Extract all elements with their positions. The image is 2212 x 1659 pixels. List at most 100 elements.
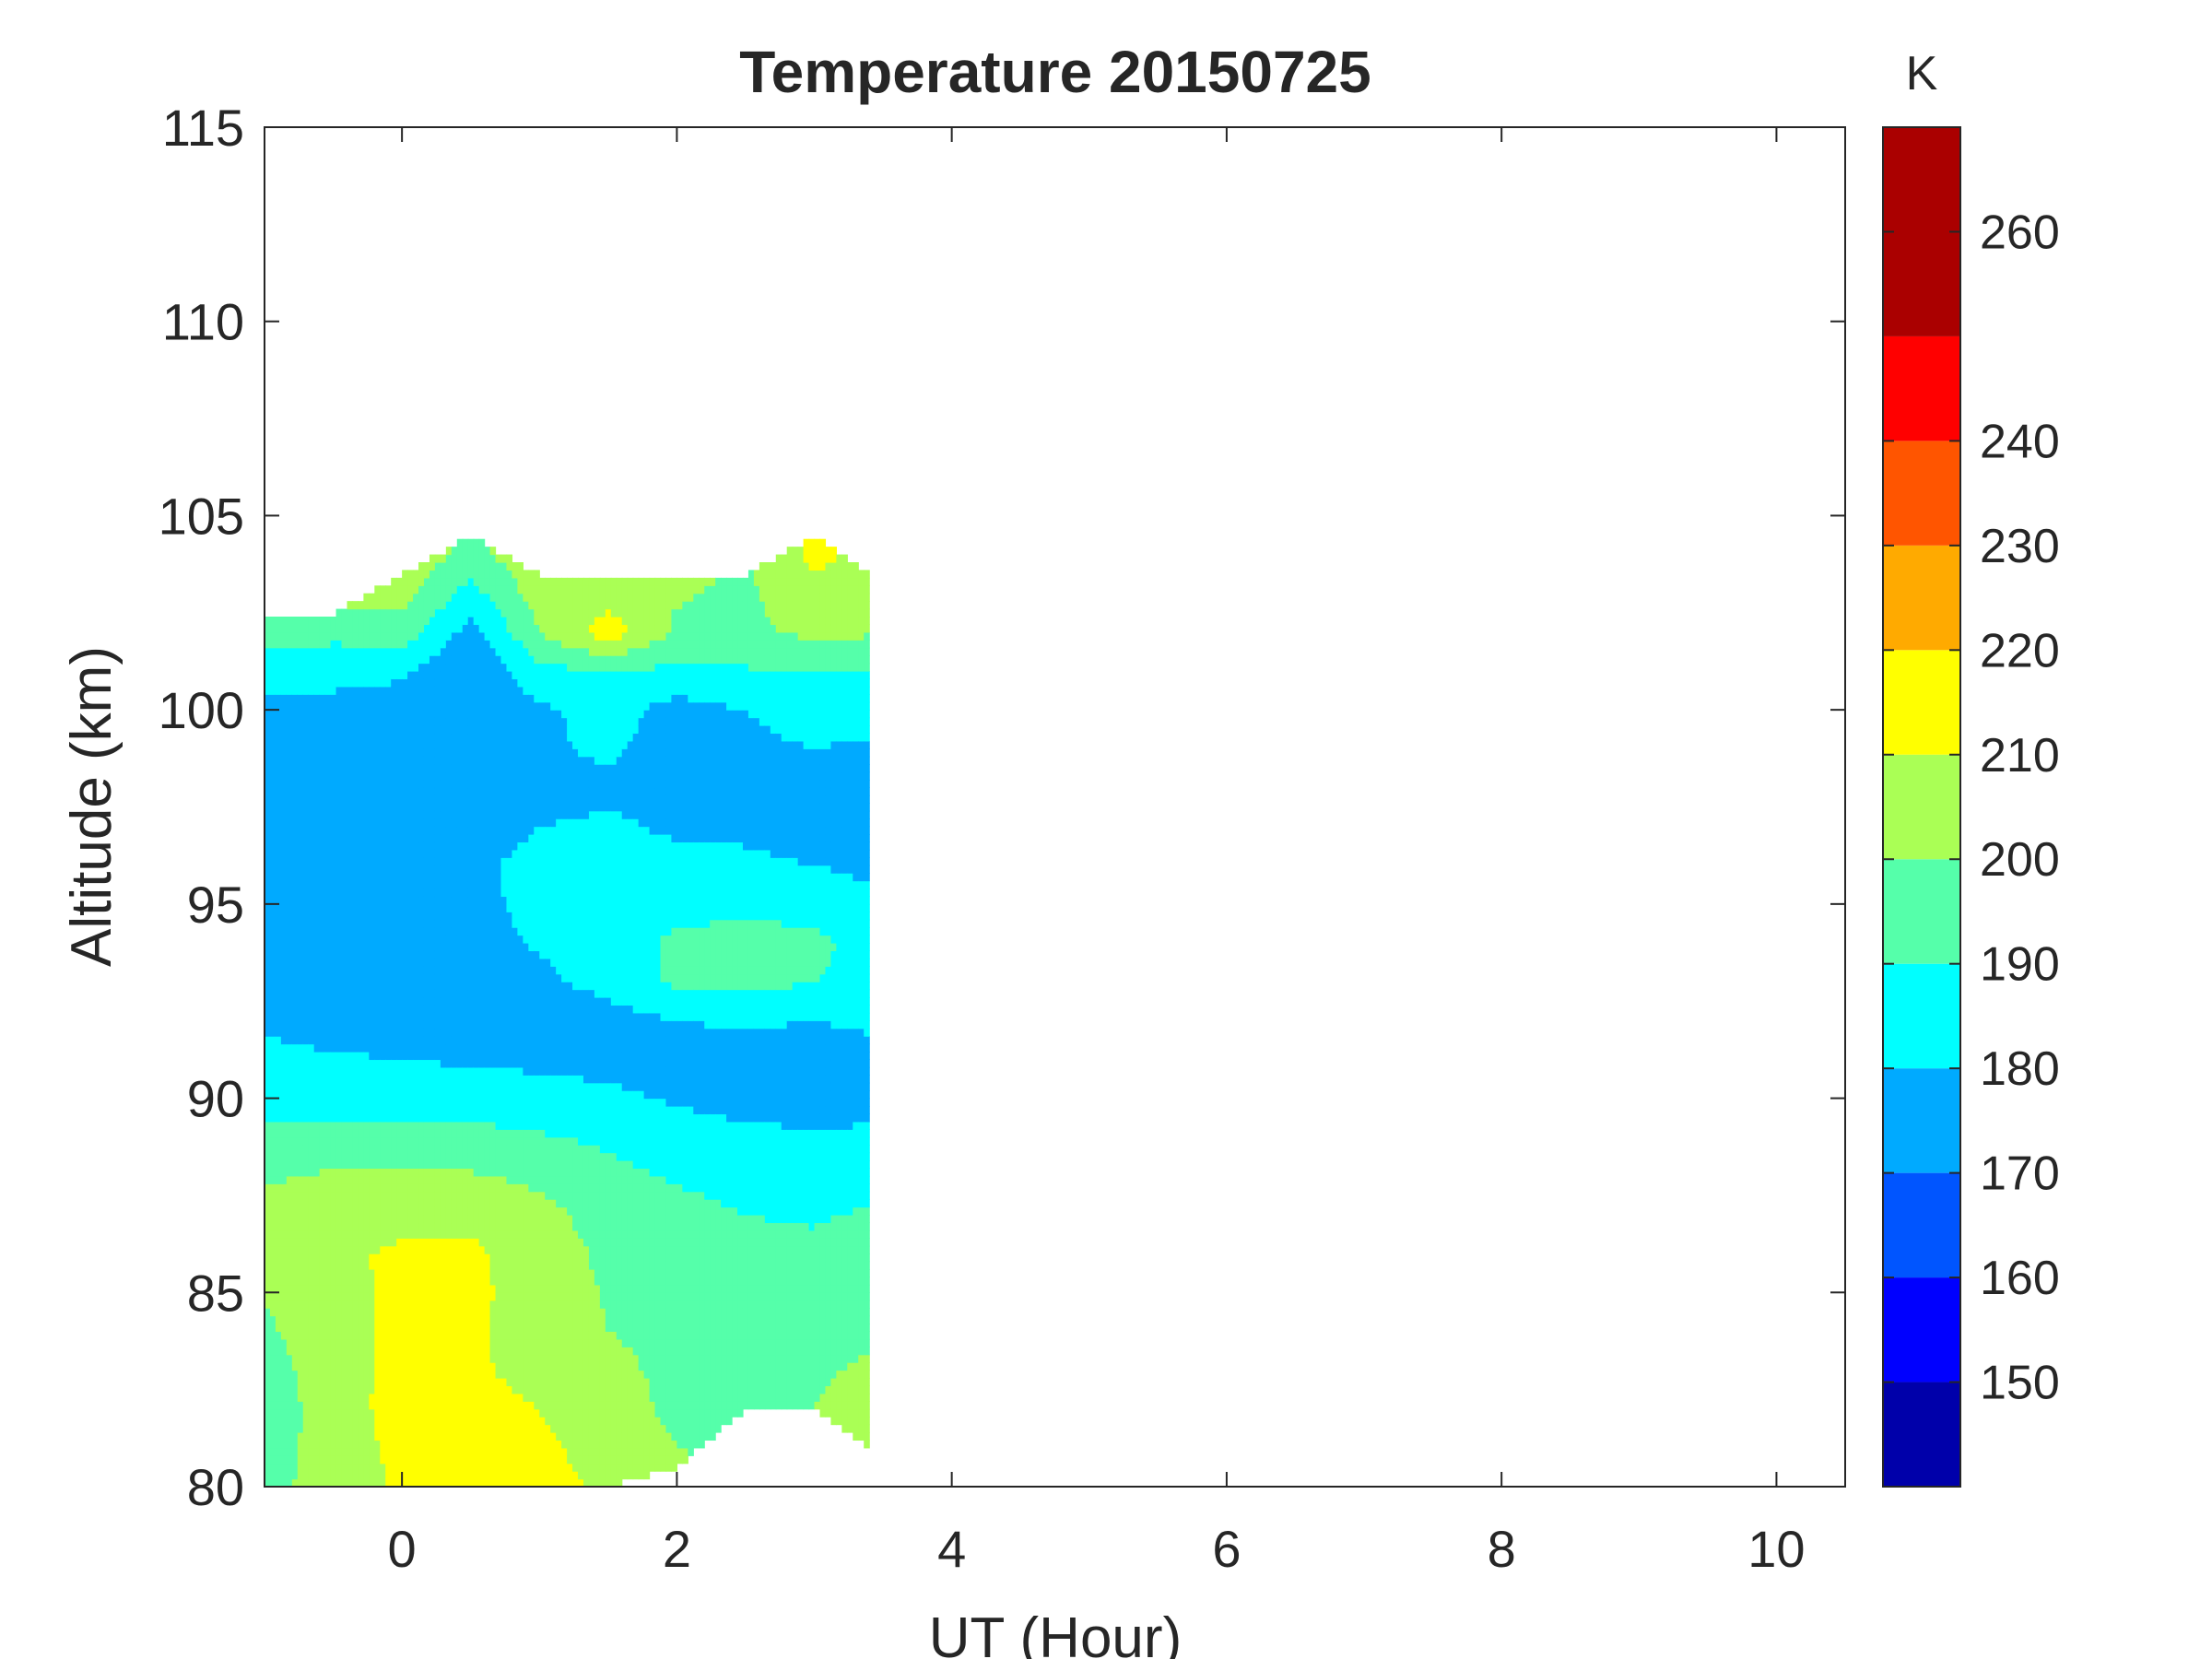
contour-cell <box>330 888 337 898</box>
contour-cell <box>374 803 381 812</box>
contour-cell <box>445 1331 453 1340</box>
contour-cell <box>308 1308 315 1317</box>
contour-cell <box>434 849 441 858</box>
contour-cell <box>440 678 447 688</box>
contour-cell <box>319 1277 326 1286</box>
contour-cell <box>297 834 304 843</box>
contour-cell <box>275 701 282 711</box>
contour-cell <box>434 663 441 672</box>
contour-cell <box>462 1455 469 1465</box>
contour-cell <box>467 780 475 789</box>
contour-cell <box>302 1152 310 1161</box>
contour-cell <box>402 1347 408 1356</box>
contour-cell <box>308 1269 315 1278</box>
contour-cell <box>451 950 458 959</box>
contour-cell <box>297 1432 304 1441</box>
contour-cell <box>391 1300 397 1309</box>
contour-cell <box>352 834 359 843</box>
contour-cell <box>330 982 337 991</box>
contour-cell <box>489 1129 497 1138</box>
contour-cell <box>385 1152 392 1161</box>
contour-cell <box>391 810 397 819</box>
contour-cell <box>484 710 491 719</box>
contour-cell <box>473 717 480 726</box>
contour-cell <box>473 787 480 796</box>
contour-cell <box>330 1471 337 1480</box>
contour-cell <box>402 973 408 982</box>
contour-cell <box>308 958 315 967</box>
contour-cell <box>341 1284 348 1293</box>
contour-cell <box>418 943 425 952</box>
contour-cell <box>374 818 381 828</box>
contour-cell <box>396 865 403 874</box>
contour-cell <box>347 631 354 641</box>
contour-cell <box>275 1129 282 1138</box>
contour-cell <box>385 826 392 835</box>
contour-cell <box>478 1401 486 1410</box>
contour-cell <box>423 1385 430 1394</box>
contour-cell <box>413 624 419 633</box>
contour-cell <box>302 1075 310 1084</box>
contour-cell <box>429 1136 436 1146</box>
contour-cell <box>489 849 497 858</box>
contour-cell <box>484 733 491 742</box>
contour-cell <box>324 1385 332 1394</box>
contour-cell <box>347 1121 354 1130</box>
contour-cell <box>380 694 386 703</box>
contour-cell <box>473 678 480 688</box>
contour-cell <box>456 740 464 749</box>
contour-cell <box>429 818 436 828</box>
contour-cell <box>440 810 447 819</box>
contour-cell <box>402 1106 408 1115</box>
contour-cell <box>445 935 453 944</box>
contour-cell <box>495 1238 502 1247</box>
contour-cell <box>402 1447 408 1456</box>
contour-cell <box>313 787 321 796</box>
contour-cell <box>402 1145 408 1154</box>
contour-cell <box>330 1043 337 1053</box>
contour-cell <box>429 1121 436 1130</box>
contour-cell <box>445 1432 453 1441</box>
contour-cell <box>473 1160 480 1170</box>
contour-cell <box>374 617 381 626</box>
contour-cell <box>440 1362 447 1371</box>
contour-cell <box>280 973 288 982</box>
contour-cell <box>374 686 381 695</box>
contour-cell <box>347 912 354 921</box>
contour-cell <box>302 1059 310 1068</box>
contour-cell <box>402 927 408 936</box>
contour-cell <box>445 826 453 835</box>
contour-cell <box>275 1324 282 1333</box>
contour-cell <box>369 865 375 874</box>
contour-cell <box>418 927 425 936</box>
contour-cell <box>374 1408 381 1418</box>
contour-cell <box>495 710 502 719</box>
contour-cell <box>280 1028 288 1037</box>
contour-cell <box>313 1393 321 1402</box>
contour-cell <box>308 810 315 819</box>
contour-cell <box>478 919 486 928</box>
contour-cell <box>489 834 497 843</box>
contour-cell <box>462 710 469 719</box>
contour-cell <box>369 997 375 1006</box>
contour-cell <box>358 826 364 835</box>
contour-cell <box>286 1199 293 1208</box>
contour-cell <box>341 849 348 858</box>
contour-cell <box>297 1463 304 1472</box>
contour-cell <box>319 1129 326 1138</box>
contour-cell <box>467 547 475 556</box>
contour-cell <box>489 701 497 711</box>
contour-cell <box>385 1284 392 1293</box>
contour-cell <box>484 1012 491 1021</box>
contour-cell <box>297 1324 304 1333</box>
contour-cell <box>423 608 430 618</box>
contour-cell <box>489 841 497 851</box>
contour-cell <box>391 1308 397 1317</box>
contour-cell <box>423 1082 430 1091</box>
contour-cell <box>286 841 293 851</box>
contour-cell <box>391 1417 397 1426</box>
contour-cell <box>456 1152 464 1161</box>
contour-cell <box>423 1090 430 1100</box>
contour-cell <box>467 1292 475 1301</box>
contour-cell <box>352 880 359 889</box>
